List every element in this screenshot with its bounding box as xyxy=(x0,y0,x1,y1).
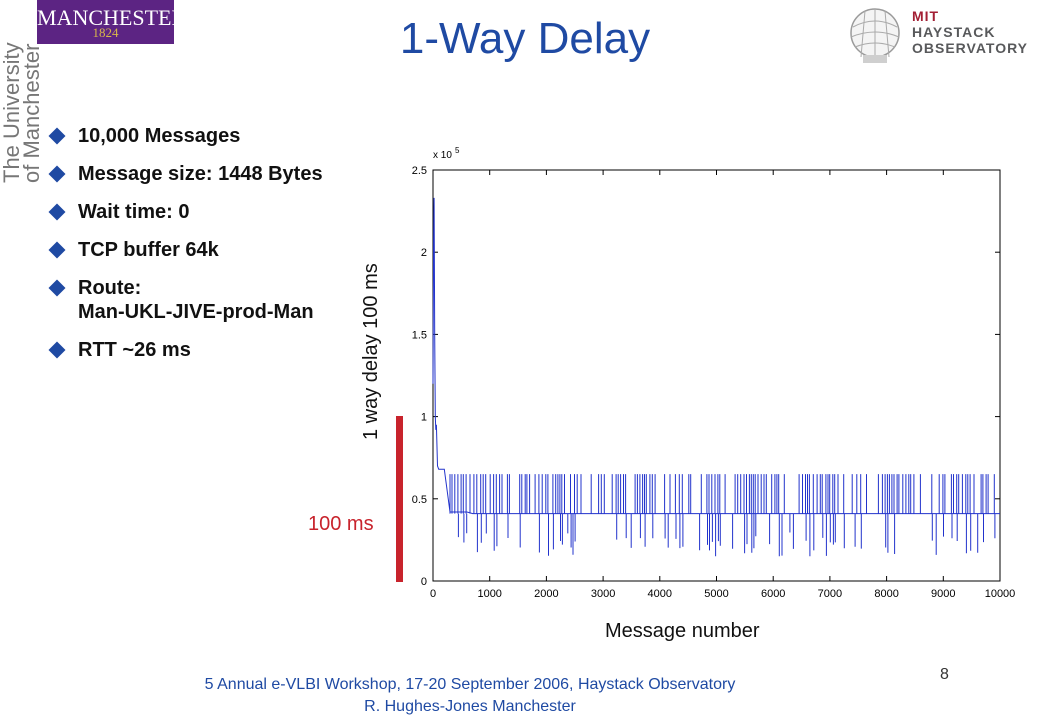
y-axis-label: 1 way delay 100 ms xyxy=(360,263,382,440)
mit-haystack-logo: MIT HAYSTACK OBSERVATORY xyxy=(845,5,1040,65)
footer-line-2: R. Hughes-Jones Manchester xyxy=(364,698,576,715)
scale-bar-label: 100 ms xyxy=(308,513,374,535)
x-tick-label: 1000 xyxy=(477,588,501,600)
manchester-logo-name: MANCHESTER xyxy=(37,5,187,30)
bullet-text: Man-UKL-JIVE-prod-Man xyxy=(78,301,314,323)
bullet-item: TCP buffer 64k xyxy=(48,238,378,262)
exponent-power: 5 xyxy=(455,146,460,155)
y-tick-label: 2.5 xyxy=(412,165,427,177)
y-tick-label: 2 xyxy=(421,247,427,259)
bullet-text: Route: xyxy=(78,277,142,299)
delay-chart-svg: 0 1000 2000 3000 4000 5000 6000 7000 8000 9000 100… xyxy=(412,146,1016,600)
bullet-item: Route: Man-UKL-JIVE-prod-Man xyxy=(48,276,378,324)
observatory-text: OBSERVATORY xyxy=(912,40,1029,56)
x-axis-label: Message number xyxy=(605,620,760,642)
plot-frame xyxy=(432,169,1001,582)
x-tick-label: 10000 xyxy=(985,588,1016,600)
haystack-text: HAYSTACK xyxy=(912,24,996,40)
x-tick-label: 3000 xyxy=(591,588,615,600)
bullet-text: Wait time: 0 xyxy=(78,201,190,223)
x-tick-label: 4000 xyxy=(648,588,672,600)
y-tick-label: 0.5 xyxy=(412,494,427,506)
radome-icon xyxy=(850,8,900,63)
footer-line-1: 5 Annual e-VLBI Workshop, 17-20 Septembe… xyxy=(204,676,736,693)
bullet-diamond-icon xyxy=(48,341,66,359)
delay-spikes xyxy=(449,474,996,557)
bullet-text: Message size: 1448 Bytes xyxy=(78,163,323,185)
delay-series-line xyxy=(432,197,1000,515)
university-vertical-text: The University of Manchester xyxy=(0,33,48,183)
x-tick-label: 7000 xyxy=(818,588,842,600)
bullet-item: RTT ~26 ms xyxy=(48,338,378,362)
bullet-text: RTT ~26 ms xyxy=(78,339,191,361)
bullet-item: Wait time: 0 xyxy=(48,200,378,224)
mit-text: MIT xyxy=(912,8,940,24)
x-tick-label: 8000 xyxy=(874,588,898,600)
bullet-text: 10,000 Messages xyxy=(78,125,241,147)
manchester-logo: MANCHESTER 1824 xyxy=(37,0,187,44)
slide-title: 1-Way Delay xyxy=(399,14,651,63)
bullet-diamond-icon xyxy=(48,165,66,183)
exponent-label: x 10 xyxy=(433,150,452,161)
bullet-diamond-icon xyxy=(48,279,66,297)
bullet-item: 10,000 Messages xyxy=(48,124,378,148)
bullet-list: 10,000 Messages Message size: 1448 Bytes W… xyxy=(48,124,378,376)
footer: 5 Annual e-VLBI Workshop, 17-20 Septembe… xyxy=(120,674,820,718)
x-tick-label: 0 xyxy=(430,588,436,600)
university-line-2: of Manchester xyxy=(19,43,44,183)
bullet-diamond-icon xyxy=(48,127,66,145)
y-tick-label: 1 xyxy=(421,412,427,424)
y-tick-label: 0 xyxy=(421,576,427,588)
bullet-text: TCP buffer 64k xyxy=(78,239,219,261)
x-tick-label: 2000 xyxy=(534,588,558,600)
bullet-item: Message size: 1448 Bytes xyxy=(48,162,378,186)
y-tick-label: 1.5 xyxy=(412,329,427,341)
manchester-logo-year: 1824 xyxy=(92,25,119,40)
x-tick-label: 6000 xyxy=(761,588,785,600)
scale-bar xyxy=(396,416,403,582)
x-tick-label: 5000 xyxy=(704,588,728,600)
bullet-diamond-icon xyxy=(48,203,66,221)
page-number: 8 xyxy=(940,666,949,683)
delay-chart: 0 1000 2000 3000 4000 5000 6000 7000 8000 9000 100… xyxy=(400,140,1040,660)
bullet-diamond-icon xyxy=(48,241,66,259)
x-tick-label: 9000 xyxy=(931,588,955,600)
